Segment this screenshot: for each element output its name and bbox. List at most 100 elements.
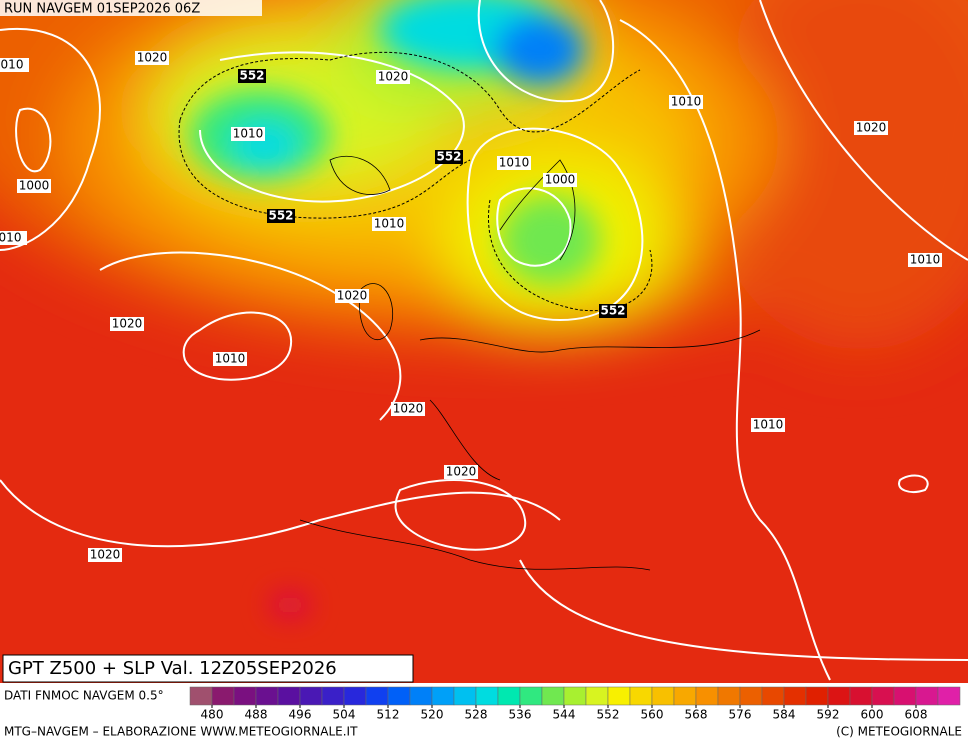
- z500-label-bg: [435, 150, 463, 164]
- isobar-label: 010: [0, 231, 21, 245]
- colorbar-tick-label: 504: [333, 708, 356, 722]
- isobar-label-bg: [0, 231, 27, 245]
- isobar-label-bg: [335, 289, 369, 303]
- isobar-label: 1020: [337, 289, 368, 303]
- z500-label: 552: [436, 150, 461, 164]
- colorbar-swatch: [211, 686, 235, 706]
- colorbar-swatch: [695, 686, 719, 706]
- colorbar-swatch: [541, 686, 565, 706]
- colorbar-swatch: [431, 686, 455, 706]
- isobar-label-bg: [372, 217, 406, 231]
- colorbar-tick-label: 512: [377, 708, 400, 722]
- isobar-label-bg: [908, 253, 942, 267]
- colorbar-tick-label: 568: [685, 708, 708, 722]
- colorbar-swatch: [651, 686, 675, 706]
- isobar-label-bg: [110, 317, 144, 331]
- isobar-label-bg: [17, 179, 51, 193]
- isobar-label-bg: [376, 70, 410, 84]
- colorbar-tick-label: 600: [861, 708, 884, 722]
- isobar-label: 010: [1, 58, 24, 72]
- colorbar-swatch: [255, 686, 279, 706]
- colorbar-tick-label: 608: [905, 708, 928, 722]
- z500-label: 552: [268, 209, 293, 223]
- isobar-label: 1000: [19, 179, 50, 193]
- z500-label: 552: [600, 304, 625, 318]
- isobar-label: 1010: [374, 217, 405, 231]
- colorbar-swatch: [233, 686, 257, 706]
- z500-label: 552: [239, 69, 264, 83]
- colorbar-swatch: [277, 686, 301, 706]
- colorbar-tick-label: 496: [289, 708, 312, 722]
- colorbar-tick-label: 592: [817, 708, 840, 722]
- colorbar-swatch: [893, 686, 917, 706]
- colorbar-swatch: [343, 686, 367, 706]
- colorbar-tick-label: 584: [773, 708, 796, 722]
- colorbar-swatch: [607, 686, 631, 706]
- colorbar-tick-label: 520: [421, 708, 444, 722]
- isobar-label-bg: [0, 58, 29, 72]
- colorbar-swatch: [915, 686, 939, 706]
- colorbar-swatch: [805, 686, 829, 706]
- colorbar-swatch: [321, 686, 345, 706]
- isobar-label: 1010: [671, 95, 702, 109]
- colorbar-swatch: [739, 686, 763, 706]
- isobar-label: 1020: [112, 317, 143, 331]
- colorbar-swatch: [827, 686, 851, 706]
- isobar-label-bg: [391, 402, 425, 416]
- colorbar-swatch: [629, 686, 653, 706]
- isobar-label-bg: [231, 127, 265, 141]
- colorbar-tick-label: 560: [641, 708, 664, 722]
- isobar-label-bg: [88, 548, 122, 562]
- run-label: RUN NAVGEM 01SEP2026 06Z: [4, 2, 200, 17]
- z500-label-bg: [238, 69, 266, 83]
- colorbar-swatch: [365, 686, 389, 706]
- isobar-label-bg: [213, 352, 247, 366]
- colorbar-tick-label: 488: [245, 708, 268, 722]
- field: [0, 0, 968, 683]
- colorbar-swatch: [783, 686, 807, 706]
- footer-left: MTG–NAVGEM – ELABORAZIONE WWW.METEOGIORN…: [4, 725, 358, 739]
- colorbar-swatch: [871, 686, 895, 706]
- colorbar-swatch: [475, 686, 499, 706]
- colorbar-swatch: [849, 686, 873, 706]
- colorbar-swatch: [563, 686, 587, 706]
- isobar-label: 1000: [545, 173, 576, 187]
- colorbar-tick-label: 480: [201, 708, 224, 722]
- colorbar-swatch: [761, 686, 785, 706]
- colorbar-swatch: [585, 686, 609, 706]
- isobar-label: 1020: [137, 51, 168, 65]
- isobar-label: 1010: [233, 127, 264, 141]
- colorbar-swatch: [189, 686, 213, 706]
- isobar-label: 1020: [856, 121, 887, 135]
- map-title: GPT Z500 + SLP Val. 12Z05SEP2026: [8, 658, 337, 679]
- isobar-label-bg: [444, 465, 478, 479]
- isobar-label-bg: [543, 173, 577, 187]
- colorbar-swatch: [299, 686, 323, 706]
- isobar-label-bg: [497, 156, 531, 170]
- colorbar-tick-label: 552: [597, 708, 620, 722]
- isobar-label: 1020: [378, 70, 409, 84]
- title-box: [2, 654, 414, 683]
- isobar-label-bg: [135, 51, 169, 65]
- isobar-label: 1010: [753, 418, 784, 432]
- isobar-label: 1020: [446, 465, 477, 479]
- colorbar-swatch: [519, 686, 543, 706]
- isobar-label-bg: [854, 121, 888, 135]
- isobar-label: 1010: [499, 156, 530, 170]
- colorbar-swatch: [937, 686, 961, 706]
- isobar-label: 1010: [215, 352, 246, 366]
- isobar-label-bg: [669, 95, 703, 109]
- isobar-label: 1020: [90, 548, 121, 562]
- isobar-label: 1020: [393, 402, 424, 416]
- colorbar-swatch: [717, 686, 741, 706]
- colorbar-swatch: [497, 686, 521, 706]
- source-label: DATI FNMOC NAVGEM 0.5°: [4, 689, 164, 703]
- isobar-label: 1010: [910, 253, 941, 267]
- colorbar-tick-label: 536: [509, 708, 532, 722]
- colorbar-swatch: [453, 686, 477, 706]
- colorbar-swatch: [387, 686, 411, 706]
- colorbar-tick-label: 528: [465, 708, 488, 722]
- footer-right: (C) METEOGIORNALE: [836, 725, 962, 739]
- z500-label-bg: [267, 209, 295, 223]
